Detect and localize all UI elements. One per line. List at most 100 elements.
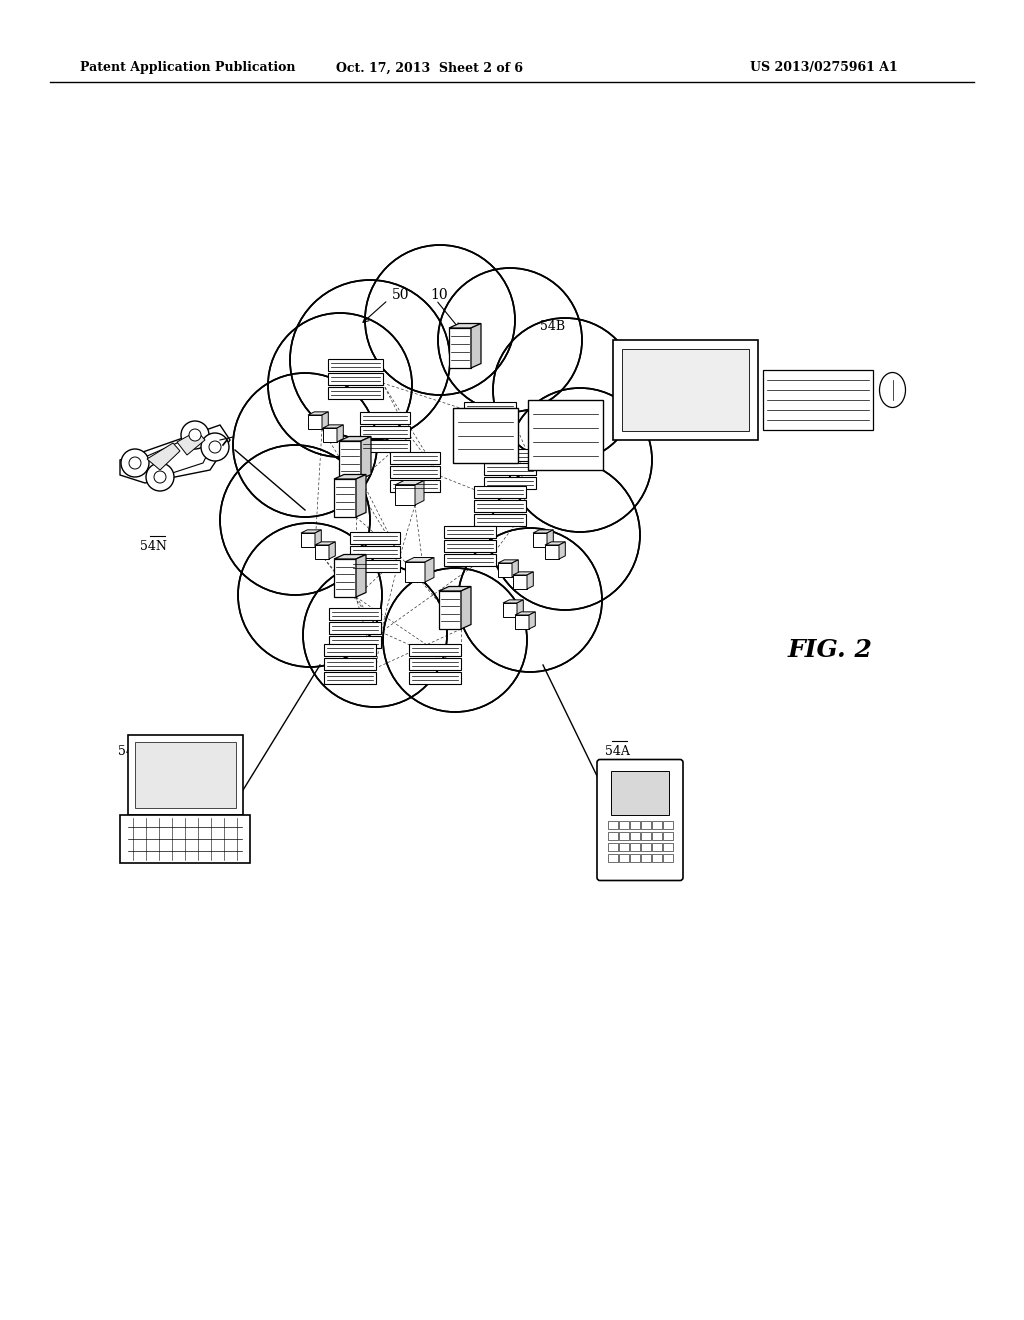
Polygon shape <box>517 599 523 616</box>
Polygon shape <box>503 603 517 616</box>
FancyBboxPatch shape <box>329 622 381 634</box>
Polygon shape <box>439 591 461 630</box>
Polygon shape <box>512 560 518 577</box>
Circle shape <box>154 471 166 483</box>
Circle shape <box>233 374 377 517</box>
FancyBboxPatch shape <box>527 400 602 470</box>
Text: 54A: 54A <box>605 744 630 758</box>
FancyBboxPatch shape <box>329 636 381 648</box>
FancyBboxPatch shape <box>453 408 517 463</box>
Polygon shape <box>513 572 534 576</box>
Polygon shape <box>449 323 481 327</box>
FancyBboxPatch shape <box>630 832 640 840</box>
FancyBboxPatch shape <box>464 403 516 414</box>
FancyBboxPatch shape <box>630 842 640 850</box>
FancyBboxPatch shape <box>328 359 383 371</box>
FancyBboxPatch shape <box>134 742 236 808</box>
Circle shape <box>493 318 637 462</box>
Circle shape <box>508 388 652 532</box>
Polygon shape <box>529 612 536 630</box>
FancyBboxPatch shape <box>464 430 516 442</box>
FancyBboxPatch shape <box>474 486 526 498</box>
Polygon shape <box>545 545 559 558</box>
Polygon shape <box>323 428 337 442</box>
Circle shape <box>275 325 595 645</box>
FancyBboxPatch shape <box>360 440 410 451</box>
FancyBboxPatch shape <box>464 416 516 428</box>
Polygon shape <box>534 533 547 546</box>
Polygon shape <box>449 327 471 368</box>
Text: 10: 10 <box>430 288 447 302</box>
Polygon shape <box>339 441 361 479</box>
Polygon shape <box>334 558 356 597</box>
FancyBboxPatch shape <box>622 348 749 432</box>
Polygon shape <box>177 432 205 455</box>
Circle shape <box>280 330 590 640</box>
Polygon shape <box>559 541 565 558</box>
FancyBboxPatch shape <box>390 480 440 492</box>
FancyBboxPatch shape <box>618 842 629 850</box>
Circle shape <box>129 457 141 469</box>
FancyBboxPatch shape <box>663 842 673 850</box>
Polygon shape <box>315 545 329 558</box>
Polygon shape <box>323 425 343 428</box>
FancyBboxPatch shape <box>763 370 872 430</box>
Circle shape <box>438 268 582 412</box>
Polygon shape <box>301 529 322 533</box>
FancyBboxPatch shape <box>484 477 536 488</box>
FancyBboxPatch shape <box>641 842 651 850</box>
Polygon shape <box>329 541 335 558</box>
FancyBboxPatch shape <box>618 832 629 840</box>
Circle shape <box>220 445 370 595</box>
FancyBboxPatch shape <box>597 759 683 880</box>
FancyBboxPatch shape <box>350 560 400 572</box>
Polygon shape <box>301 533 315 546</box>
Polygon shape <box>361 437 371 479</box>
FancyBboxPatch shape <box>474 513 526 525</box>
FancyBboxPatch shape <box>484 449 536 461</box>
FancyBboxPatch shape <box>444 525 496 539</box>
Polygon shape <box>406 562 425 582</box>
Polygon shape <box>415 480 424 506</box>
Circle shape <box>209 441 221 453</box>
FancyBboxPatch shape <box>360 426 410 438</box>
FancyBboxPatch shape <box>360 412 410 424</box>
FancyBboxPatch shape <box>652 821 662 829</box>
Polygon shape <box>308 412 329 414</box>
FancyBboxPatch shape <box>608 854 618 862</box>
Polygon shape <box>339 437 371 441</box>
FancyBboxPatch shape <box>409 644 461 656</box>
FancyBboxPatch shape <box>390 466 440 478</box>
Polygon shape <box>515 615 529 630</box>
Polygon shape <box>461 586 471 630</box>
Text: Patent Application Publication: Patent Application Publication <box>80 62 296 74</box>
Polygon shape <box>498 564 512 577</box>
Circle shape <box>121 449 150 477</box>
Polygon shape <box>439 586 471 591</box>
FancyBboxPatch shape <box>641 854 651 862</box>
Polygon shape <box>356 554 366 597</box>
FancyBboxPatch shape <box>324 657 376 671</box>
FancyBboxPatch shape <box>630 854 640 862</box>
Polygon shape <box>337 425 343 442</box>
Polygon shape <box>315 529 322 546</box>
FancyBboxPatch shape <box>652 832 662 840</box>
Circle shape <box>181 421 209 449</box>
FancyBboxPatch shape <box>618 821 629 829</box>
FancyBboxPatch shape <box>652 842 662 850</box>
Polygon shape <box>356 474 366 517</box>
FancyBboxPatch shape <box>350 532 400 544</box>
Polygon shape <box>143 433 213 477</box>
FancyBboxPatch shape <box>128 735 243 814</box>
Polygon shape <box>308 414 322 429</box>
Polygon shape <box>503 599 523 603</box>
FancyBboxPatch shape <box>444 554 496 566</box>
Text: 54C: 54C <box>118 744 143 758</box>
FancyBboxPatch shape <box>409 657 461 671</box>
Text: Oct. 17, 2013  Sheet 2 of 6: Oct. 17, 2013 Sheet 2 of 6 <box>337 62 523 74</box>
Circle shape <box>189 429 201 441</box>
FancyBboxPatch shape <box>324 672 376 684</box>
Polygon shape <box>147 444 180 470</box>
Polygon shape <box>498 560 518 564</box>
FancyBboxPatch shape <box>324 644 376 656</box>
